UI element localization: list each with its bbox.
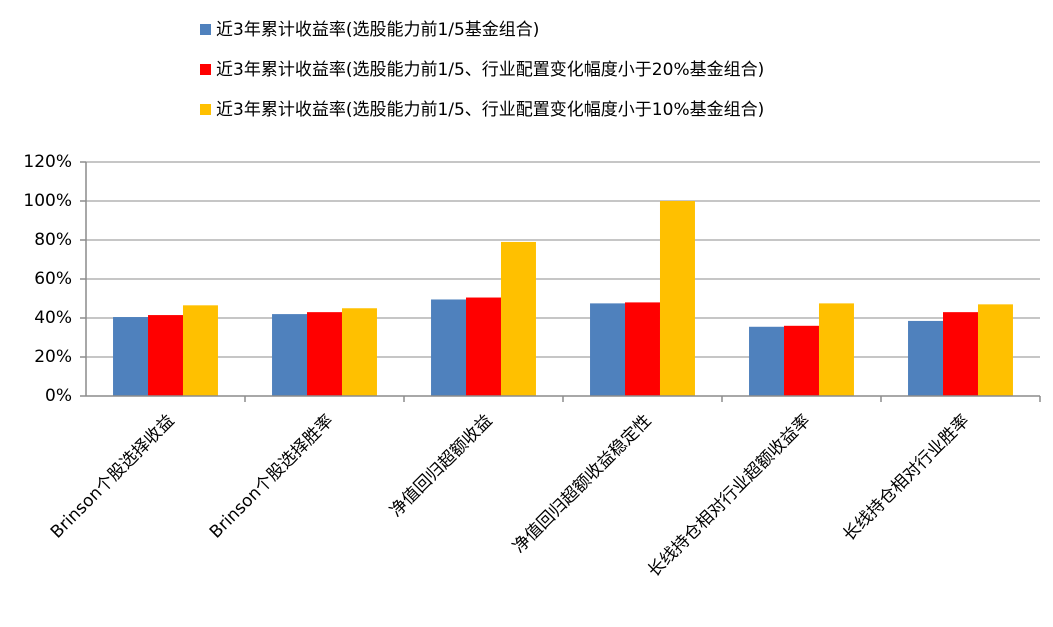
x-tick-label: Brinson个股选择收益 [47,411,179,543]
y-tick-label: 120% [23,152,72,172]
legend-label: 近3年累计收益率(选股能力前1/5、行业配置变化幅度小于10%基金组合) [216,100,764,120]
bar [659,201,695,396]
y-tick-label: 60% [34,269,72,289]
x-tick-label: 长线持仓相对行业超额收益率 [644,411,814,581]
legend-swatch [200,24,211,35]
bar [148,315,183,396]
bar [943,312,978,396]
legend-label: 近3年累计收益率(选股能力前1/5、行业配置变化幅度小于20%基金组合) [216,60,764,80]
bar [431,299,467,396]
y-tick-label: 0% [45,386,72,406]
x-tick-label: 净值回归超额收益 [386,411,496,521]
bar [113,317,149,396]
x-tick-label: Brinson个股选择胜率 [206,411,338,543]
y-tick-label: 20% [34,347,72,367]
bar [307,312,342,396]
bar [466,297,501,396]
bar [625,302,660,396]
bar [908,320,944,396]
bar [784,325,819,396]
x-tick-label: 长线持仓相对行业胜率 [839,411,973,545]
legend-swatch [200,64,211,75]
bar [272,314,308,396]
bar [182,305,218,396]
bar [977,304,1013,396]
y-tick-label: 100% [23,191,72,211]
y-tick-label: 40% [34,308,72,328]
bar [818,303,854,396]
bar [500,241,536,396]
x-tick-label: 净值回归超额收益稳定性 [509,411,655,557]
bar [341,308,377,396]
legend-label: 近3年累计收益率(选股能力前1/5基金组合) [216,20,539,40]
bar [590,303,626,396]
bar [749,326,785,396]
y-tick-label: 80% [34,230,72,250]
legend-swatch [200,104,211,115]
